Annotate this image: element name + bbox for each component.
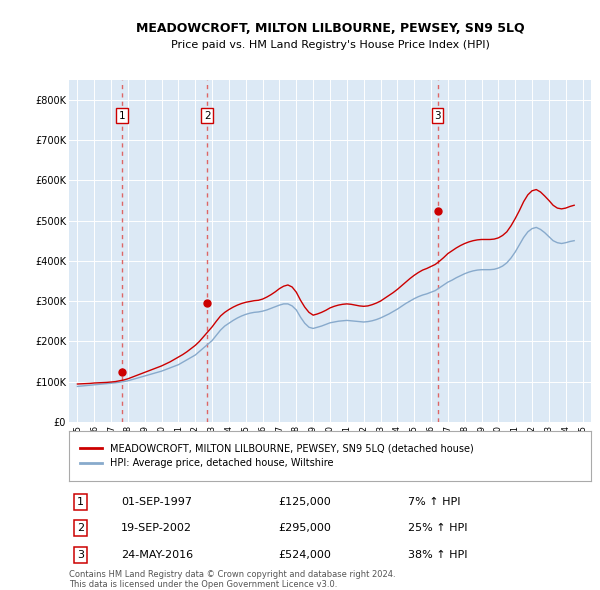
Text: 19-SEP-2002: 19-SEP-2002 <box>121 523 192 533</box>
Text: 1: 1 <box>77 497 84 507</box>
Text: 24-MAY-2016: 24-MAY-2016 <box>121 550 193 560</box>
Text: 01-SEP-1997: 01-SEP-1997 <box>121 497 192 507</box>
Text: Contains HM Land Registry data © Crown copyright and database right 2024.
This d: Contains HM Land Registry data © Crown c… <box>69 570 395 589</box>
Text: £125,000: £125,000 <box>278 497 331 507</box>
Text: 3: 3 <box>434 110 441 120</box>
Text: MEADOWCROFT, MILTON LILBOURNE, PEWSEY, SN9 5LQ: MEADOWCROFT, MILTON LILBOURNE, PEWSEY, S… <box>136 22 524 35</box>
Text: Price paid vs. HM Land Registry's House Price Index (HPI): Price paid vs. HM Land Registry's House … <box>170 41 490 50</box>
Text: £524,000: £524,000 <box>278 550 331 560</box>
Text: 1: 1 <box>119 110 125 120</box>
Text: 7% ↑ HPI: 7% ↑ HPI <box>409 497 461 507</box>
Text: 25% ↑ HPI: 25% ↑ HPI <box>409 523 468 533</box>
Text: 2: 2 <box>77 523 84 533</box>
Text: £295,000: £295,000 <box>278 523 331 533</box>
Text: 3: 3 <box>77 550 84 560</box>
Text: 38% ↑ HPI: 38% ↑ HPI <box>409 550 468 560</box>
Legend: MEADOWCROFT, MILTON LILBOURNE, PEWSEY, SN9 5LQ (detached house), HPI: Average pr: MEADOWCROFT, MILTON LILBOURNE, PEWSEY, S… <box>76 439 477 473</box>
Text: 2: 2 <box>204 110 211 120</box>
